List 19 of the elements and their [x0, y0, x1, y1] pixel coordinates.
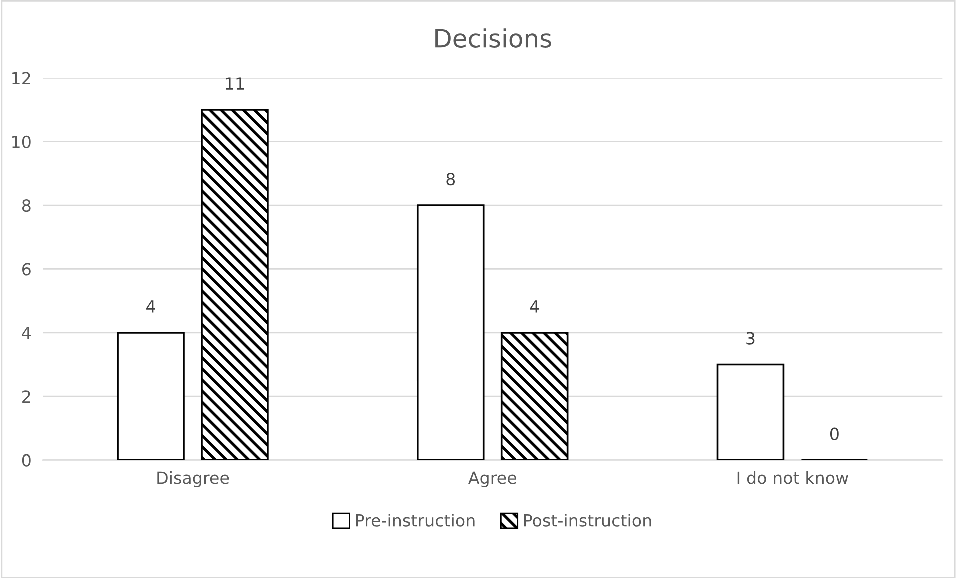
legend-label: Post-instruction	[524, 514, 652, 527]
data-label: 4	[146, 300, 156, 313]
data-label: 11	[226, 78, 244, 90]
y-tick-label: 2	[22, 390, 30, 403]
x-tick-label: I do not know	[738, 471, 848, 484]
y-tick-label: 6	[22, 263, 31, 276]
legend-label: Pre-instruction	[356, 514, 475, 527]
x-tick-label: Disagree	[158, 471, 230, 488]
data-label: 8	[446, 173, 456, 186]
y-tick-label: 4	[22, 327, 32, 340]
y-tick-label: 0	[22, 454, 31, 467]
data-label: 3	[746, 332, 755, 345]
data-label: 0	[830, 428, 839, 440]
y-tick-label: 8	[22, 200, 31, 212]
y-tick-label: 10	[12, 136, 31, 148]
data-label: 4	[530, 300, 540, 313]
chart-title: Decisions	[436, 28, 552, 48]
x-tick-label: Agree	[468, 472, 516, 488]
y-tick-label: 12	[12, 72, 30, 84]
